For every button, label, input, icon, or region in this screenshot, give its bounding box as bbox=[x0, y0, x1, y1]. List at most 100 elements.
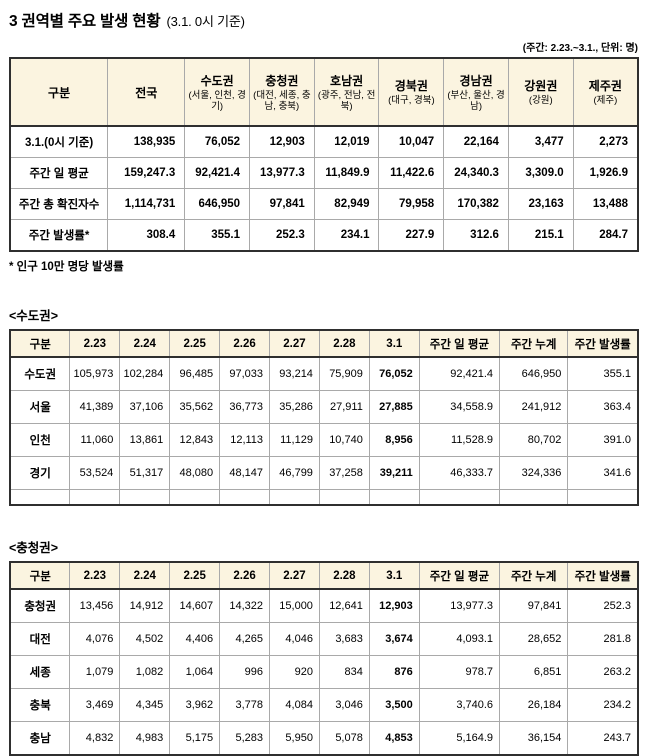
table-row: 충북 3,469 4,345 3,962 3,778 4,084 3,046 3,500 3,7… bbox=[9, 688, 639, 722]
column-header: 경북권 (대구, 경북) bbox=[378, 57, 445, 127]
empty-cell bbox=[567, 489, 639, 506]
value-cell: 92,421.4 bbox=[184, 157, 251, 189]
region-name: 전국 bbox=[135, 85, 158, 100]
value-cell: 3,674 bbox=[368, 622, 420, 656]
value-cell: 12,019 bbox=[313, 125, 380, 158]
value-cell: 5,283 bbox=[219, 721, 271, 756]
empty-cell bbox=[269, 489, 320, 506]
value-cell: 4,345 bbox=[119, 688, 171, 722]
title-suffix: (3.1. 0시 기준) bbox=[166, 14, 245, 29]
value-cell: 3,778 bbox=[219, 688, 271, 722]
summary-header-row: 구분 전국 수도권 (서울, 인천, 경기) 충청권 (대전, 세종, 충남, 충북) 호남… bbox=[9, 57, 639, 127]
value-cell: 13,977.3 bbox=[418, 588, 501, 623]
value-cell: 27,911 bbox=[318, 390, 370, 424]
value-cell: 263.2 bbox=[567, 655, 639, 689]
section-title: <수도권> bbox=[9, 309, 59, 323]
row-label: 충청권 bbox=[9, 588, 71, 623]
column-header: 강원권 (강원) bbox=[507, 57, 574, 127]
value-cell: 93,214 bbox=[269, 356, 320, 391]
value-cell: 1,114,731 bbox=[107, 188, 186, 220]
value-cell: 4,076 bbox=[69, 622, 121, 656]
value-cell: 11,422.6 bbox=[378, 157, 445, 189]
value-cell: 4,502 bbox=[119, 622, 171, 656]
table-row: 수도권 105,973 102,284 96,485 97,033 93,214 75,90… bbox=[9, 356, 639, 391]
empty-cell bbox=[219, 489, 271, 506]
value-cell: 35,562 bbox=[169, 390, 221, 424]
value-cell: 834 bbox=[318, 655, 370, 689]
column-header: 2.26 bbox=[219, 329, 271, 358]
value-cell: 281.8 bbox=[567, 622, 639, 656]
value-cell: 97,841 bbox=[499, 588, 569, 623]
value-cell: 8,956 bbox=[368, 423, 420, 457]
regional-table-head: 구분 2.23 2.24 2.25 2.26 2.27 2.28 3.1 주간 일 평균 주간 누… bbox=[9, 561, 639, 590]
value-cell: 646,950 bbox=[499, 356, 569, 391]
column-header: 2.25 bbox=[169, 561, 221, 590]
value-cell: 391.0 bbox=[567, 423, 639, 457]
regional-sections: <수도권> 구분 2.23 2.24 2.25 2.26 2.27 2.28 3.1 주간 일 평… bbox=[9, 305, 639, 756]
table-row: 주간 일 평균 159,247.3 92,421.4 13,977.3 11,849.9… bbox=[9, 157, 639, 189]
value-cell: 11,849.9 bbox=[313, 157, 380, 189]
column-header: 제주권 (제주) bbox=[572, 57, 639, 127]
region-name: 경남권 bbox=[459, 73, 493, 88]
value-cell: 13,488 bbox=[572, 188, 639, 220]
value-cell: 82,949 bbox=[313, 188, 380, 220]
column-header: 2.27 bbox=[269, 561, 320, 590]
table-row: 충남 4,832 4,983 5,175 5,283 5,950 5,078 4,853 5,1… bbox=[9, 721, 639, 756]
column-header: 3.1 bbox=[368, 329, 420, 358]
value-cell: 11,129 bbox=[269, 423, 320, 457]
value-cell: 76,052 bbox=[184, 125, 251, 158]
empty-cell bbox=[69, 489, 121, 506]
region-name: 경북권 bbox=[394, 79, 428, 94]
value-cell: 23,163 bbox=[507, 188, 574, 220]
value-cell: 12,113 bbox=[219, 423, 271, 457]
value-cell: 79,958 bbox=[378, 188, 445, 220]
column-header: 구분 bbox=[9, 329, 71, 358]
value-cell: 12,641 bbox=[318, 588, 370, 623]
value-cell: 1,079 bbox=[69, 655, 121, 689]
value-cell: 41,389 bbox=[69, 390, 121, 424]
value-cell: 46,799 bbox=[269, 456, 320, 490]
empty-cell bbox=[9, 489, 71, 506]
value-cell: 363.4 bbox=[567, 390, 639, 424]
value-cell: 92,421.4 bbox=[418, 356, 501, 391]
value-cell: 138,935 bbox=[107, 125, 186, 158]
value-cell: 11,060 bbox=[69, 423, 121, 457]
value-cell: 11,528.9 bbox=[418, 423, 501, 457]
empty-cell bbox=[318, 489, 370, 506]
region-sublabel: (광주, 전남, 전북) bbox=[317, 89, 376, 112]
value-cell: 312.6 bbox=[443, 219, 509, 252]
value-cell: 97,841 bbox=[249, 188, 315, 220]
value-cell: 14,322 bbox=[219, 588, 271, 623]
value-cell: 36,154 bbox=[499, 721, 569, 756]
region-name: 강원권 bbox=[524, 79, 558, 94]
value-cell: 53,524 bbox=[69, 456, 121, 490]
value-cell: 12,843 bbox=[169, 423, 221, 457]
value-cell: 22,164 bbox=[443, 125, 509, 158]
value-cell: 4,406 bbox=[169, 622, 221, 656]
value-cell: 355.1 bbox=[567, 356, 639, 391]
regional-table: 구분 2.23 2.24 2.25 2.26 2.27 2.28 3.1 주간 일 평균 주간 누… bbox=[9, 329, 639, 506]
value-cell: 105,973 bbox=[69, 356, 121, 391]
row-label: 주간 총 확진자수 bbox=[9, 188, 109, 220]
value-cell: 97,033 bbox=[219, 356, 271, 391]
column-header: 2.26 bbox=[219, 561, 271, 590]
regional-table-body: 충청권 13,456 14,912 14,607 14,322 15,000 12,641 1… bbox=[9, 588, 639, 756]
value-cell: 12,903 bbox=[249, 125, 315, 158]
regional-table-head: 구분 2.23 2.24 2.25 2.26 2.27 2.28 3.1 주간 일 평균 주간 누… bbox=[9, 329, 639, 358]
column-header: 2.24 bbox=[119, 561, 171, 590]
value-cell: 80,702 bbox=[499, 423, 569, 457]
value-cell: 4,046 bbox=[269, 622, 320, 656]
value-cell: 12,903 bbox=[368, 588, 420, 623]
value-cell: 13,977.3 bbox=[249, 157, 315, 189]
column-header: 경남권 (부산, 울산, 경남) bbox=[443, 57, 509, 127]
column-header: 2.28 bbox=[318, 561, 370, 590]
value-cell: 3,500 bbox=[368, 688, 420, 722]
header-row: 구분 2.23 2.24 2.25 2.26 2.27 2.28 3.1 주간 일 평균 주간 누… bbox=[9, 561, 639, 590]
value-cell: 5,078 bbox=[318, 721, 370, 756]
value-cell: 646,950 bbox=[184, 188, 251, 220]
column-header: 2.24 bbox=[119, 329, 171, 358]
value-cell: 978.7 bbox=[418, 655, 501, 689]
value-cell: 341.6 bbox=[567, 456, 639, 490]
value-cell: 13,861 bbox=[119, 423, 171, 457]
value-cell: 355.1 bbox=[184, 219, 251, 252]
